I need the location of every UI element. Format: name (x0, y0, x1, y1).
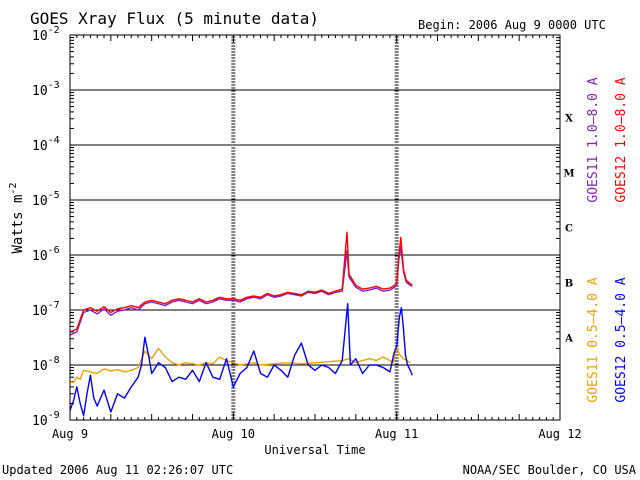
y-tick-label: 10-3 (32, 80, 60, 99)
x-tick-label: Aug 9 (52, 427, 88, 441)
y-tick-label-base: 10 (32, 139, 48, 154)
legend-label-3: GOES12 1.0–8.0 A (614, 77, 629, 202)
y-tick-label: 10-2 (32, 25, 60, 44)
y-tick-label-exponent: -5 (48, 190, 60, 201)
y-tick-label-exponent: -8 (48, 355, 60, 366)
x-tick-label: Aug 11 (375, 427, 418, 441)
y-axis-label-text: Watts m (10, 195, 26, 254)
y-tick-label-exponent: -6 (48, 245, 60, 256)
y-tick-label-base: 10 (32, 304, 48, 319)
legend-label-1: GOES12 0.5–4.0 A (614, 277, 629, 402)
y-axis-label: Watts m-2 (8, 182, 26, 253)
y-tick-label-exponent: -9 (48, 410, 60, 421)
legend-entry-2: GOES11 1.0–8.0 A (586, 77, 601, 202)
y-tick-label: 10-6 (32, 245, 60, 264)
y-tick-label: 10-8 (32, 355, 60, 374)
chart-title: GOES Xray Flux (5 minute data) (30, 9, 319, 28)
x-axis-label: Universal Time (264, 443, 365, 457)
grid-lines (70, 89, 560, 366)
legend-label-2: GOES11 1.0–8.0 A (586, 77, 601, 202)
flare-class-x: X (565, 114, 573, 125)
flare-class-b: B (565, 279, 573, 290)
plot-frame (69, 34, 561, 421)
series-line-2 (69, 246, 413, 336)
y-tick-label-base: 10 (32, 414, 48, 429)
y-tick-label-exponent: -2 (48, 25, 60, 36)
y-tick-label: 10-5 (32, 190, 60, 209)
y-tick-label-exponent: -3 (48, 80, 60, 91)
y-tick-label-exponent: -4 (48, 135, 60, 146)
y-tick-label: 10-4 (32, 135, 60, 154)
series-line-3 (69, 231, 413, 333)
legend-entry-0: GOES11 0.5–4.0 A (586, 277, 601, 402)
flare-class-labels: X M C B A (563, 114, 574, 345)
credit-label: NOAA/SEC Boulder, CO USA (463, 463, 637, 477)
flare-class-m: M (563, 169, 574, 180)
y-tick-labels: 10-210-310-410-510-610-710-810-9 (32, 25, 60, 429)
x-tick-label: Aug 12 (538, 427, 581, 441)
legend-entry-3: GOES12 1.0–8.0 A (614, 77, 629, 202)
updated-timestamp: Updated 2006 Aug 11 02:26:07 UTC (2, 463, 233, 477)
y-tick-label-base: 10 (32, 29, 48, 44)
series-line-0 (69, 347, 411, 384)
x-tick-label: Aug 10 (212, 427, 255, 441)
flare-class-a: A (564, 334, 573, 345)
legend-entry-1: GOES12 0.5–4.0 A (614, 277, 629, 402)
legend-label-0: GOES11 0.5–4.0 A (586, 277, 601, 402)
y-tick-label: 10-9 (32, 410, 60, 429)
flare-class-c: C (565, 224, 573, 235)
svg-text:Watts m-2: Watts m-2 (8, 182, 26, 253)
y-tick-label-exponent: -7 (48, 300, 60, 311)
begin-label: Begin: 2006 Aug 9 0000 UTC (418, 18, 606, 32)
y-tick-label-base: 10 (32, 249, 48, 264)
y-tick-label-base: 10 (32, 194, 48, 209)
y-tick-label: 10-7 (32, 300, 60, 319)
y-tick-label-base: 10 (32, 84, 48, 99)
series-layer (69, 231, 413, 417)
x-tick-labels: Aug 9 Aug 10 Aug 11 Aug 12 (52, 427, 582, 441)
legend: GOES11 1.0–8.0 A GOES12 1.0–8.0 A GOES11 0… (586, 77, 629, 402)
y-axis-label-exponent: -2 (8, 182, 19, 194)
series-line-1 (69, 303, 413, 417)
y-tick-label-base: 10 (32, 359, 48, 374)
